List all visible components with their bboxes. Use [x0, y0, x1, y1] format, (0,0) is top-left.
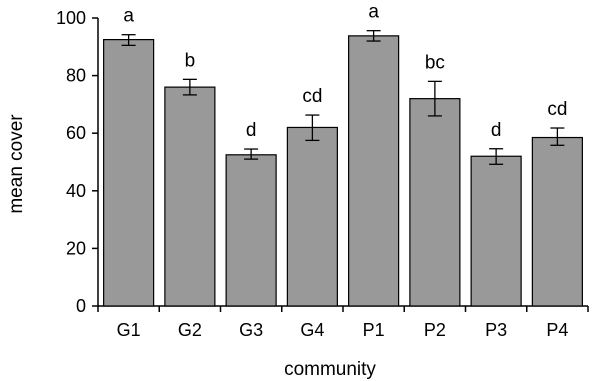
significance-label: d [491, 120, 502, 141]
significance-labels: a b d cd a bc d cd [123, 2, 567, 141]
y-tick-label: 40 [66, 181, 86, 201]
y-tick-label: 0 [76, 296, 86, 316]
x-tick-label: P4 [546, 320, 568, 340]
y-axis-title: mean cover [6, 114, 27, 214]
x-tick-label: G2 [178, 320, 202, 340]
x-tick-label: G4 [300, 320, 324, 340]
y-axis: 0 20 40 60 80 100 [56, 8, 99, 316]
error-bar [244, 148, 259, 160]
significance-label: bc [425, 52, 445, 73]
significance-label: cd [302, 86, 322, 107]
x-tick-label: G3 [239, 320, 263, 340]
y-tick-label: 100 [56, 8, 86, 28]
bar-g2 [164, 86, 216, 307]
error-bar [305, 114, 320, 142]
y-tick-label: 80 [66, 66, 86, 86]
significance-label: b [185, 50, 196, 71]
significance-label: a [368, 2, 379, 23]
bars [103, 35, 583, 307]
error-bar [550, 127, 565, 146]
error-bar [489, 148, 504, 165]
x-axis-title: community [284, 359, 376, 380]
bar-p4 [531, 136, 583, 307]
significance-label: d [246, 120, 257, 141]
bar-g1 [103, 38, 155, 307]
bar-p2 [409, 98, 461, 307]
bar-g4 [286, 126, 338, 307]
x-tick-label: G1 [117, 320, 141, 340]
x-tick-label: P3 [485, 320, 507, 340]
error-bar [121, 34, 136, 47]
bar-p1 [348, 35, 400, 307]
x-axis: G1 G2 G3 G4 P1 P2 P3 P4 [97, 305, 589, 340]
y-tick-label: 60 [66, 123, 86, 143]
error-bar [427, 80, 442, 117]
significance-label: a [123, 6, 134, 27]
significance-label: cd [547, 99, 567, 120]
error-bars [121, 30, 565, 165]
bar-g3 [225, 154, 277, 307]
y-tick-label: 20 [66, 238, 86, 258]
x-tick-label: P1 [363, 320, 385, 340]
x-tick-label: P2 [424, 320, 446, 340]
bar-p3 [470, 155, 522, 307]
error-bar [182, 78, 197, 96]
error-bar [366, 30, 381, 42]
